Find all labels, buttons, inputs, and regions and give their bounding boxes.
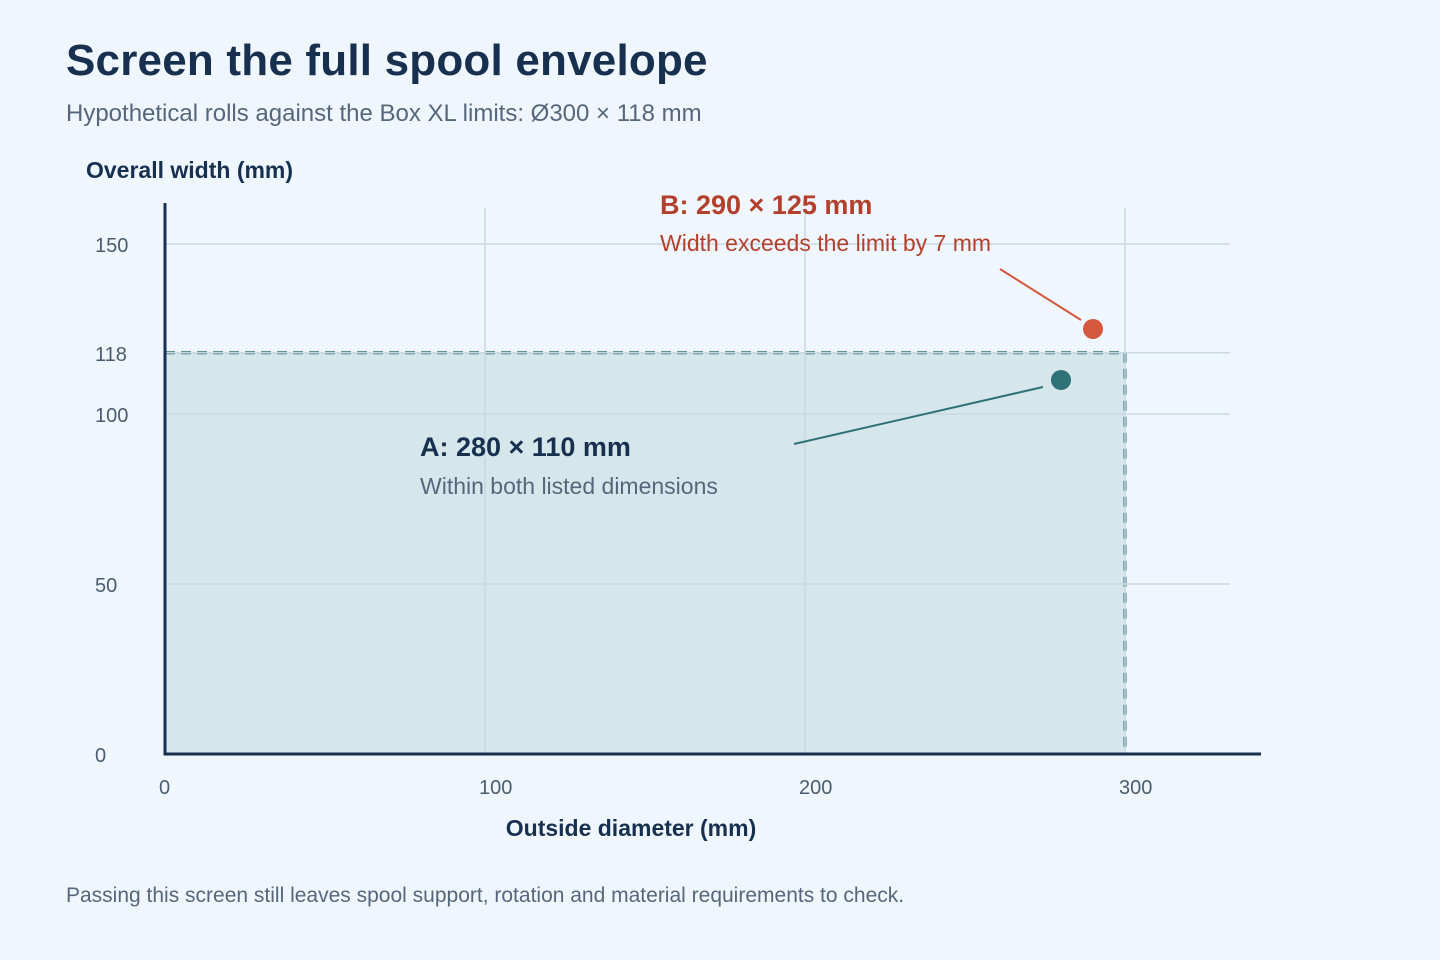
point-layer [1051, 319, 1103, 390]
point-b-note: Width exceeds the limit by 7 mm [660, 230, 991, 256]
y-tick-label: 100 [95, 405, 128, 427]
y-tick-label: 50 [95, 575, 117, 597]
x-tick-label: 100 [479, 777, 512, 799]
x-tick-label: 200 [799, 777, 832, 799]
tick-layer: 0 100 200 300 0 50 100 118 150 [95, 235, 1152, 799]
limit-envelope-fill [165, 352, 1125, 754]
x-axis-title: Outside diameter (mm) [506, 815, 757, 841]
grid-layer [165, 208, 1230, 754]
page-title: Screen the full spool envelope [66, 36, 708, 85]
x-tick-label: 300 [1119, 777, 1152, 799]
point-a-note: Within both listed dimensions [420, 473, 718, 499]
point-a-label: A: 280 × 110 mm [420, 432, 631, 462]
scatter-chart: 0 100 200 300 0 50 100 118 150 A: 280 × 110 mm Wi… [86, 157, 1261, 841]
point-b-marker [1083, 319, 1103, 339]
point-b-label: B: 290 × 125 mm [660, 190, 872, 220]
y-tick-label: 150 [95, 235, 128, 257]
page-subtitle: Hypothetical rolls against the Box XL li… [66, 100, 702, 127]
y-tick-label: 118 [95, 344, 127, 366]
point-a-marker [1051, 370, 1071, 390]
axis-layer [163, 203, 1261, 756]
point-leader-line [793, 386, 1044, 445]
footnote: Passing this screen still leaves spool s… [66, 884, 905, 907]
x-tick-label: 0 [159, 777, 170, 799]
point-leader-line [999, 268, 1082, 321]
annotation-layer: A: 280 × 110 mm Within both listed dimens… [420, 190, 1082, 499]
envelope-layer [165, 351, 1127, 754]
y-axis-title: Overall width (mm) [86, 157, 293, 183]
y-tick-label: 0 [95, 745, 106, 767]
